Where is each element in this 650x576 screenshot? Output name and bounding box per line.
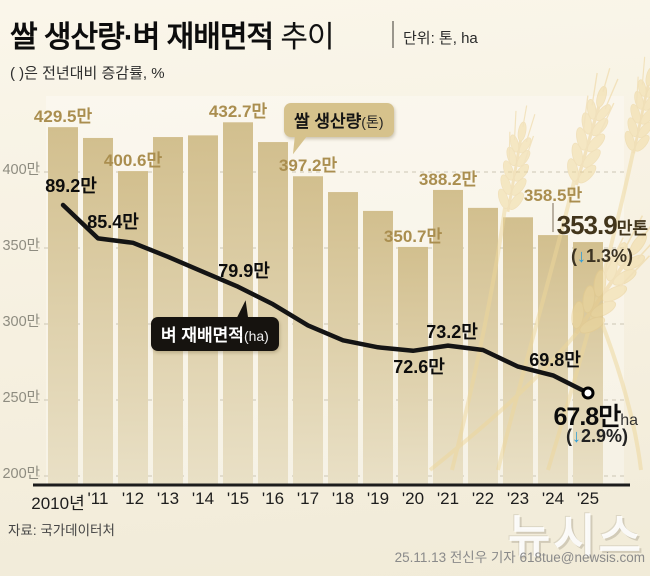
line-end-marker bbox=[581, 386, 595, 400]
bar-value-label: 400.6만 bbox=[103, 151, 163, 171]
y-axis-tick: 400만 bbox=[2, 162, 40, 178]
x-axis-tick: '17 bbox=[296, 489, 320, 508]
x-axis-tick: '18 bbox=[331, 489, 355, 508]
bar-series-callout: 쌀 생산량(톤) bbox=[284, 103, 394, 156]
final-production-value: 353.9만톤 bbox=[557, 210, 648, 241]
bar-'21 bbox=[433, 189, 463, 485]
paren: ( bbox=[565, 426, 572, 446]
x-axis-tick: '14 bbox=[191, 489, 215, 508]
line-value-label: 72.6만 bbox=[393, 356, 445, 377]
callout-tail bbox=[292, 133, 309, 156]
page-title: 쌀 생산량·벼 재배면적 추이 bbox=[10, 12, 335, 56]
title-divider bbox=[392, 21, 394, 48]
bar-'14 bbox=[188, 135, 218, 486]
line-value-label: 79.9만 bbox=[218, 260, 270, 281]
x-axis-tick: '24 bbox=[541, 489, 565, 508]
x-axis-tick: '11 bbox=[87, 489, 109, 508]
final-area-value: 67.8만ha bbox=[554, 397, 638, 433]
x-axis-tick: '19 bbox=[366, 489, 390, 508]
title-main: 쌀 생산량·벼 재배면적 bbox=[10, 21, 274, 54]
bar-value-label: 388.2만 bbox=[418, 169, 478, 189]
chart-note: ( )은 전년대비 증감률, % bbox=[10, 65, 165, 82]
data-source: 자료: 국가데이터처 bbox=[8, 523, 115, 538]
x-axis-tick: '12 bbox=[121, 489, 145, 508]
bar-value-label: 432.7만 bbox=[208, 102, 268, 122]
callout-tail bbox=[232, 300, 249, 321]
bar-value-label: 358.5만 bbox=[523, 186, 583, 205]
bar-'16 bbox=[258, 142, 288, 485]
final-area-unit: ha bbox=[620, 412, 638, 429]
bar-value-label: 429.5만 bbox=[33, 107, 93, 127]
line-series-name: 벼 재배면적 bbox=[161, 326, 244, 345]
line-series-unit: (ha) bbox=[243, 328, 269, 344]
bar-value-label: 350.7만 bbox=[383, 226, 443, 246]
area-trend-line bbox=[60, 202, 595, 400]
unit-label: 단위: 톤, ha bbox=[403, 30, 478, 47]
final-production-change: (↓1.3%) bbox=[571, 246, 633, 267]
bar-'11 bbox=[83, 137, 113, 485]
line-value-label: 73.2만 bbox=[426, 321, 478, 342]
down-arrow-icon: ↓ bbox=[576, 246, 586, 266]
bar-2010년 bbox=[48, 127, 78, 485]
change-percent: 2.9%) bbox=[580, 426, 628, 446]
bar-value-label: 397.2만 bbox=[278, 156, 338, 176]
down-arrow-icon: ↓ bbox=[571, 426, 581, 446]
line-series-callout: 벼 재배면적(ha) bbox=[151, 300, 279, 351]
x-axis-tick: 2010년 bbox=[31, 494, 85, 513]
final-production-number: 353.9 bbox=[556, 210, 618, 240]
paren: ( bbox=[570, 246, 577, 266]
x-axis-tick: '25 bbox=[576, 489, 600, 508]
x-axis-tick: '15 bbox=[226, 489, 250, 508]
final-production-unit: 만톤 bbox=[616, 219, 648, 238]
y-axis-tick: 350만 bbox=[2, 238, 40, 254]
bar-series-name: 쌀 생산량 bbox=[294, 112, 362, 131]
title-sub: 추이 bbox=[273, 21, 334, 54]
x-axis-tick: '21 bbox=[436, 489, 460, 508]
bar-'20 bbox=[398, 246, 428, 485]
bar-series-unit: (톤) bbox=[361, 114, 384, 130]
production-bars bbox=[48, 122, 603, 486]
final-area-number: 67.8만 bbox=[553, 403, 622, 431]
change-percent: 1.3%) bbox=[585, 246, 633, 266]
bar-'22 bbox=[468, 207, 498, 485]
byline-credit: 25.11.13 전신우 기자 618tue@newsis.com bbox=[394, 550, 645, 565]
bar-'13 bbox=[153, 137, 183, 486]
y-axis-tick: 300만 bbox=[2, 314, 40, 330]
x-axis-tick: '13 bbox=[156, 489, 180, 508]
x-axis-tick: '16 bbox=[261, 489, 285, 508]
x-axis-tick: '22 bbox=[471, 489, 495, 508]
y-axis-tick: 200만 bbox=[2, 466, 40, 482]
line-value-label: 89.2만 bbox=[45, 176, 97, 196]
bar-'15 bbox=[223, 122, 253, 486]
x-axis-tick: '23 bbox=[506, 489, 530, 508]
x-axis-tick: '20 bbox=[401, 489, 425, 508]
y-axis-tick: 250만 bbox=[2, 390, 40, 406]
wheat-decoration bbox=[428, 47, 650, 472]
bar-'12 bbox=[118, 171, 148, 485]
line-value-label: 69.8만 bbox=[529, 350, 581, 371]
line-value-label: 85.4만 bbox=[87, 212, 139, 233]
final-area-change: (↓2.9%) bbox=[566, 426, 628, 447]
